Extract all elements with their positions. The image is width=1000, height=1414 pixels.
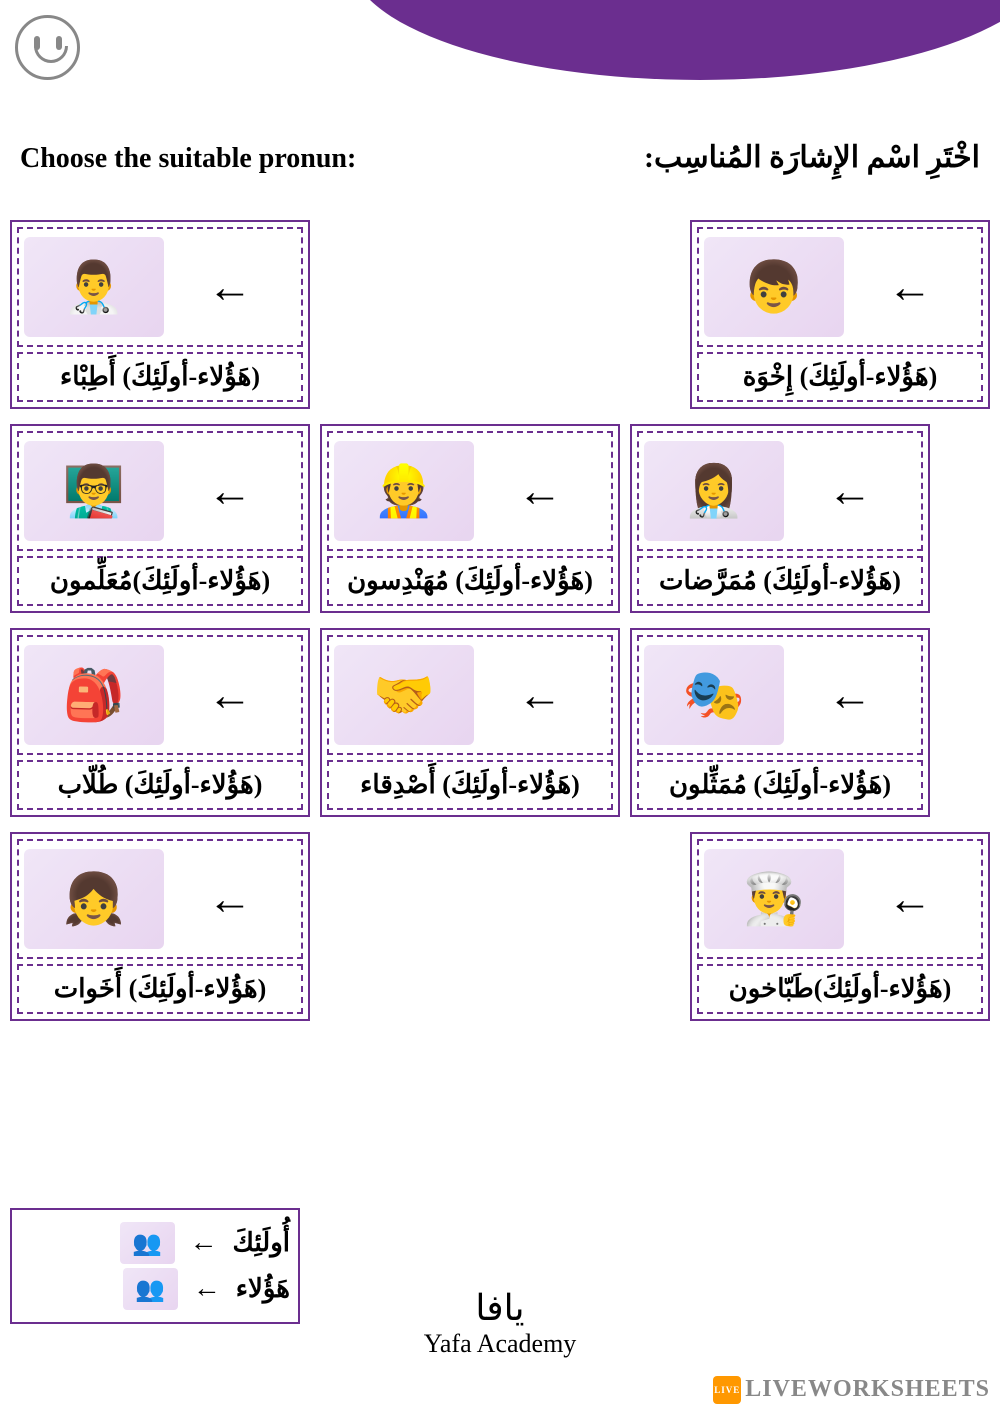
card-sisters[interactable]: 👧 ← (هَؤُلاء-أولَئِكَ) أَخَوات	[10, 832, 310, 1021]
grid-row-3: 👧 ← (هَؤُلاء-أولَئِكَ) أَخَوات 👨‍🍳 ← (هَ…	[10, 832, 990, 1021]
watermark-text: LIVEWORKSHEETS	[745, 1376, 990, 1402]
watermark: LIVEWORKSHEETS	[713, 1376, 990, 1404]
arrow-icon: ←	[164, 465, 296, 517]
footer-english: Yafa Academy	[424, 1329, 577, 1359]
card-cooks[interactable]: 👨‍🍳 ← (هَؤُلاء-أولَئِكَ)طَبّاخون	[690, 832, 990, 1021]
card-actors[interactable]: 🎭 ← (هَؤُلاء-أولَئِكَ) مُمَثِّلون	[630, 628, 930, 817]
card-text: (هَؤُلاء-أولَئِكَ) أَصْدِقاء	[327, 760, 613, 810]
arrow-icon: ←	[164, 873, 296, 925]
card-text: (هَؤُلاء-أولَئِكَ) مُهَنْدِسون	[327, 556, 613, 606]
legend-near-icon: 👥	[123, 1268, 178, 1310]
legend-near: 👥 ← هَؤُلاء	[20, 1268, 290, 1310]
instruction-arabic: اخْتَرِ اسْم الإِشارَة المُناسِب:	[644, 140, 980, 175]
card-image-box: 👨‍⚕️ ←	[17, 227, 303, 347]
grid-row-2: 🎒 ← (هَؤُلاء-أولَئِكَ) طُلّاب 🤝 ← (هَؤُل…	[10, 628, 990, 817]
card-grid: 👨‍⚕️ ← (هَؤُلاء-أولَئِكَ) أَطِبْاء 👦 ← (…	[10, 220, 990, 1036]
nurses-icon: 👩‍⚕️	[644, 441, 784, 541]
cooks-icon: 👨‍🍳	[704, 849, 844, 949]
grid-row-1: 👨‍🏫 ← (هَؤُلاء-أولَئِكَ)مُعَلِّمون 👷 ← (…	[10, 424, 990, 613]
legend-far: 👥 ← أُولَئِكَ	[20, 1222, 290, 1264]
legend-far-icon: 👥	[120, 1222, 175, 1264]
arrow-icon: ←	[164, 669, 296, 721]
arrow-icon: ←	[784, 465, 916, 517]
card-text: (هَؤُلاء-أولَئِكَ) مُمَرَّضات	[637, 556, 923, 606]
friends-icon: 🤝	[334, 645, 474, 745]
card-text: (هَؤُلاء-أولَئِكَ) أَطِبْاء	[17, 352, 303, 402]
teachers-icon: 👨‍🏫	[24, 441, 164, 541]
arrow-icon: ←	[190, 1227, 218, 1259]
arrow-icon: ←	[474, 465, 606, 517]
footer-arabic: يافا	[424, 1287, 577, 1329]
card-brothers[interactable]: 👦 ← (هَؤُلاء-أولَئِكَ) إِخْوَة	[690, 220, 990, 409]
card-image-box: 👨‍🏫 ←	[17, 431, 303, 551]
legend-near-text: هَؤُلاء	[236, 1274, 290, 1304]
card-image-box: 👦 ←	[697, 227, 983, 347]
card-image-box: 👩‍⚕️ ←	[637, 431, 923, 551]
arrow-icon: ←	[193, 1273, 221, 1305]
footer-logo: يافا Yafa Academy	[424, 1287, 577, 1359]
card-image-box: 👨‍🍳 ←	[697, 839, 983, 959]
doctors-icon: 👨‍⚕️	[24, 237, 164, 337]
students-icon: 🎒	[24, 645, 164, 745]
legend-far-text: أُولَئِكَ	[233, 1228, 290, 1258]
card-image-box: 🤝 ←	[327, 635, 613, 755]
live-badge-icon	[713, 1376, 741, 1404]
card-engineers[interactable]: 👷 ← (هَؤُلاء-أولَئِكَ) مُهَنْدِسون	[320, 424, 620, 613]
card-text: (هَؤُلاء-أولَئِكَ)طَبّاخون	[697, 964, 983, 1014]
spacer	[320, 220, 680, 409]
header-wave	[350, 0, 1000, 80]
arrow-icon: ←	[844, 873, 976, 925]
card-teachers[interactable]: 👨‍🏫 ← (هَؤُلاء-أولَئِكَ)مُعَلِّمون	[10, 424, 310, 613]
arrow-icon: ←	[164, 261, 296, 313]
card-image-box: 🎒 ←	[17, 635, 303, 755]
card-students[interactable]: 🎒 ← (هَؤُلاء-أولَئِكَ) طُلّاب	[10, 628, 310, 817]
arrow-icon: ←	[784, 669, 916, 721]
arrow-icon: ←	[844, 261, 976, 313]
card-friends[interactable]: 🤝 ← (هَؤُلاء-أولَئِكَ) أَصْدِقاء	[320, 628, 620, 817]
card-doctors[interactable]: 👨‍⚕️ ← (هَؤُلاء-أولَئِكَ) أَطِبْاء	[10, 220, 310, 409]
card-text: (هَؤُلاء-أولَئِكَ) طُلّاب	[17, 760, 303, 810]
engineers-icon: 👷	[334, 441, 474, 541]
sisters-icon: 👧	[24, 849, 164, 949]
arrow-icon: ←	[474, 669, 606, 721]
grid-row-0: 👨‍⚕️ ← (هَؤُلاء-أولَئِكَ) أَطِبْاء 👦 ← (…	[10, 220, 990, 409]
actors-icon: 🎭	[644, 645, 784, 745]
spacer	[320, 832, 680, 1021]
card-text: (هَؤُلاء-أولَئِكَ) إِخْوَة	[697, 352, 983, 402]
card-text: (هَؤُلاء-أولَئِكَ)مُعَلِّمون	[17, 556, 303, 606]
card-text: (هَؤُلاء-أولَئِكَ) مُمَثِّلون	[637, 760, 923, 810]
instructions-row: Choose the suitable pronun: اخْتَرِ اسْم…	[20, 140, 980, 175]
legend-box: 👥 ← أُولَئِكَ 👥 ← هَؤُلاء	[10, 1208, 300, 1324]
card-nurses[interactable]: 👩‍⚕️ ← (هَؤُلاء-أولَئِكَ) مُمَرَّضات	[630, 424, 930, 613]
card-image-box: 🎭 ←	[637, 635, 923, 755]
brothers-icon: 👦	[704, 237, 844, 337]
instruction-english: Choose the suitable pronun:	[20, 143, 356, 175]
smiley-icon	[15, 15, 80, 80]
card-image-box: 👷 ←	[327, 431, 613, 551]
card-text: (هَؤُلاء-أولَئِكَ) أَخَوات	[17, 964, 303, 1014]
card-image-box: 👧 ←	[17, 839, 303, 959]
